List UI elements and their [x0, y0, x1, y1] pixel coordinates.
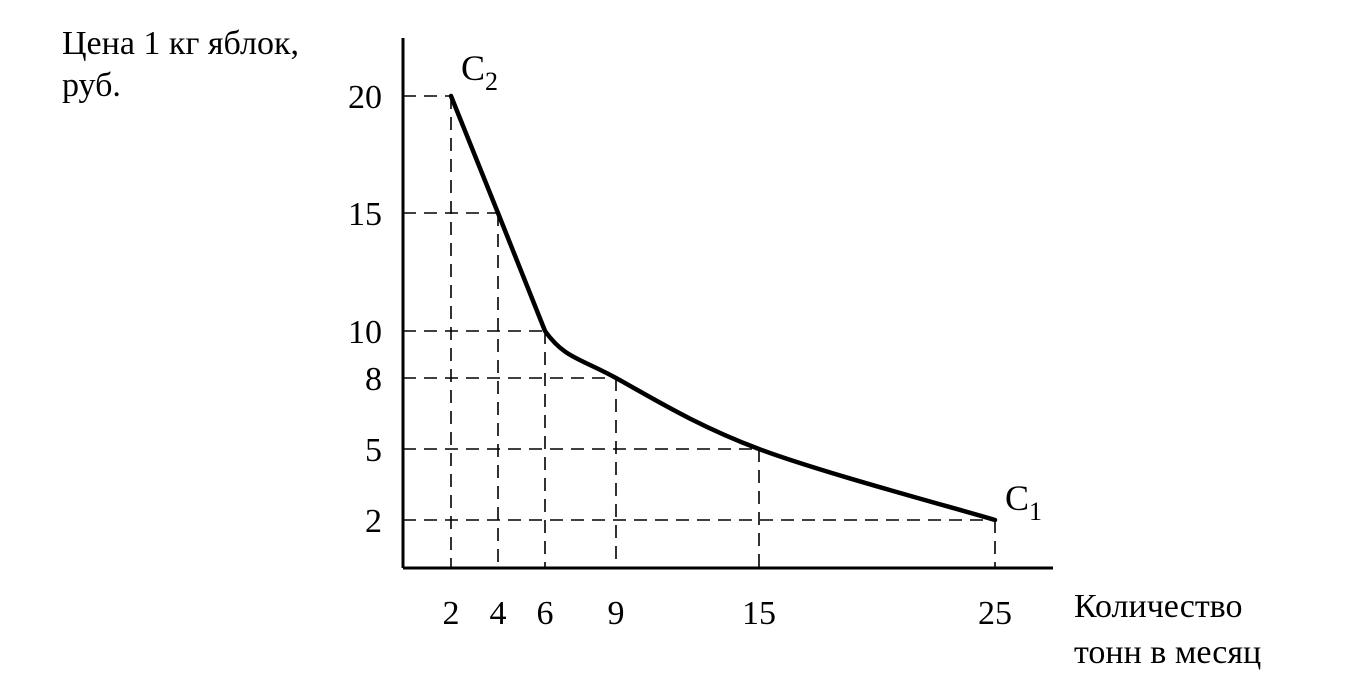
y-axis-label-line2: руб. [62, 67, 121, 104]
y-tick-label: 5 [365, 432, 382, 469]
curve-endpoint-label: C1 [1005, 478, 1042, 526]
y-tick-label: 8 [365, 361, 382, 398]
dashed-guides [403, 95, 996, 568]
y-tick-label: 15 [348, 196, 382, 233]
x-axis-label-line1: Количество [1074, 588, 1243, 625]
x-tick-label: 6 [537, 595, 554, 632]
y-tick-label: 2 [365, 503, 382, 540]
x-tick-label: 25 [978, 595, 1012, 632]
y-tick-label: 20 [348, 79, 382, 116]
annotation-layer: C2 C1 [461, 48, 1042, 526]
x-tick-label: 15 [742, 595, 776, 632]
x-tick-label: 4 [490, 595, 507, 632]
y-tick-label: 10 [348, 314, 382, 351]
x-tick-label: 9 [608, 595, 625, 632]
axes [401, 38, 1053, 570]
x-axis-label-line2: тонн в месяц [1074, 634, 1261, 671]
curve-endpoint-label: C2 [461, 48, 498, 96]
series-layer [448, 93, 998, 523]
x-tick-label: 2 [443, 595, 460, 632]
y-axis-label-line1: Цена 1 кг яблок, [62, 25, 299, 62]
demand-curve [448, 93, 998, 523]
